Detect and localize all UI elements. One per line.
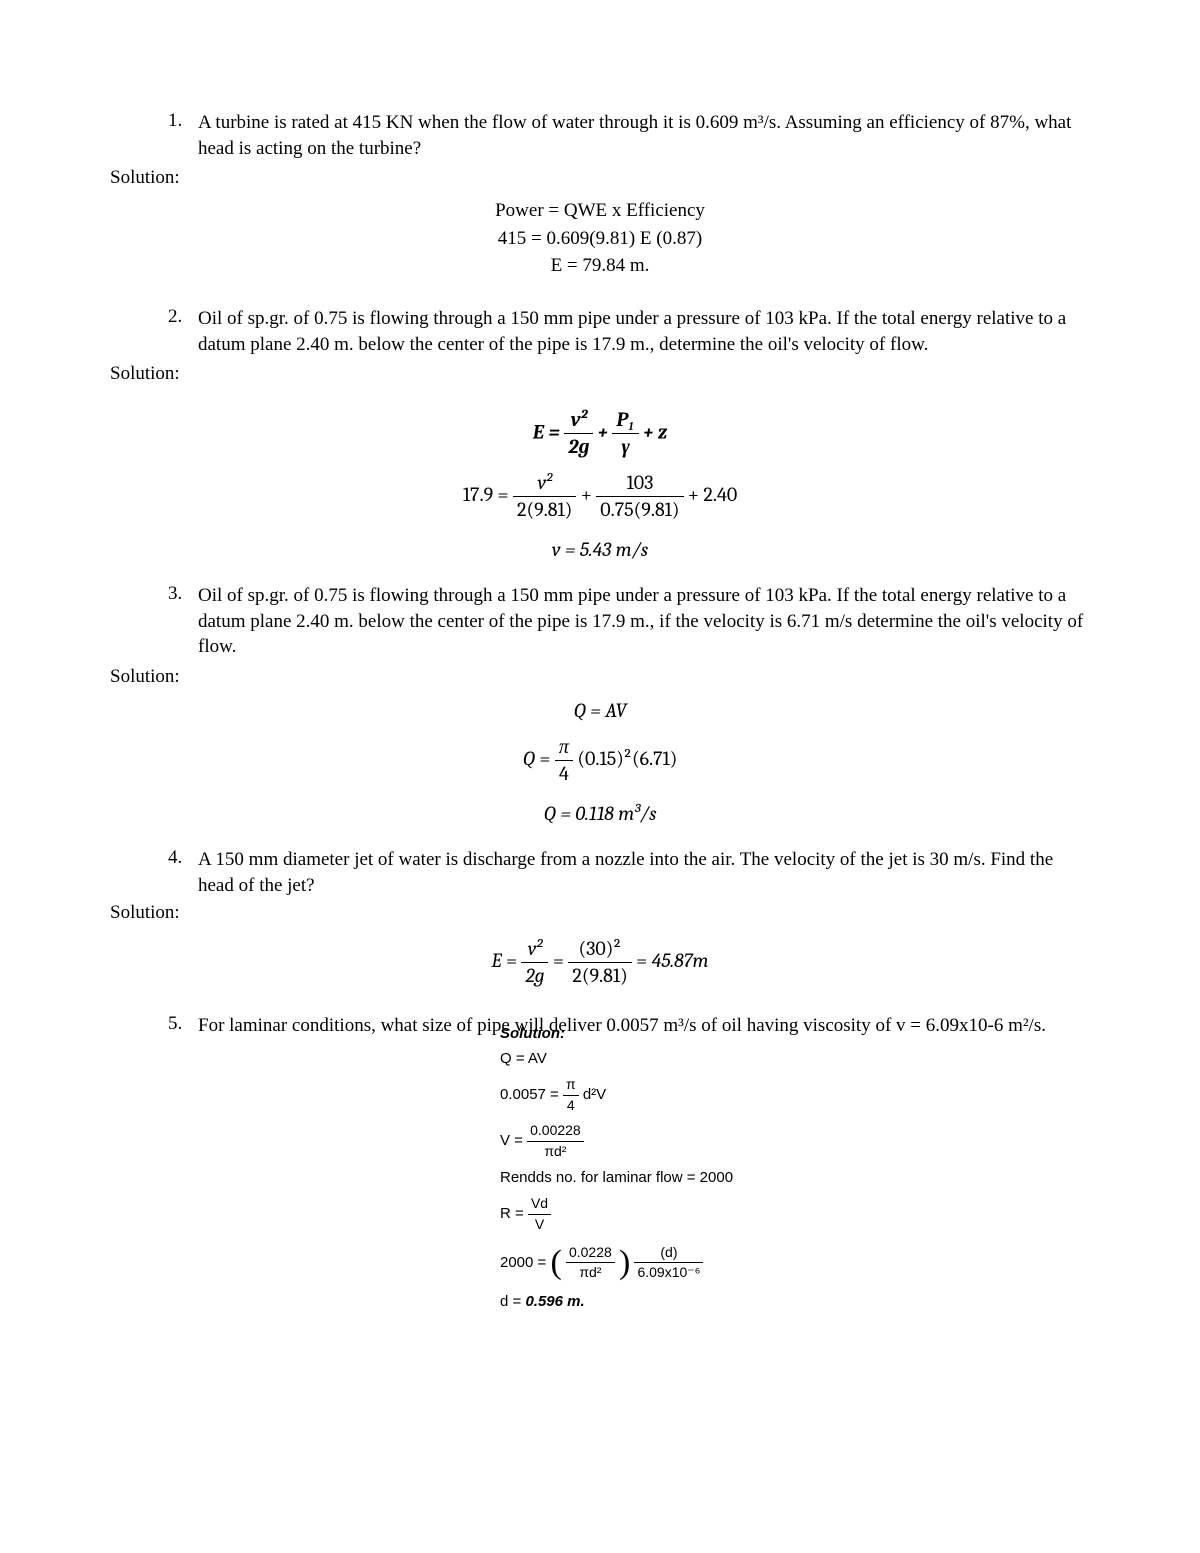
lhs: V = <box>500 1132 527 1149</box>
equation-line: 2000 = ( 0.0228 πd² ) (d) 6.09x10⁻⁶ <box>500 1243 1090 1283</box>
denominator: 4 <box>563 1095 579 1116</box>
numerator: 0.0228 <box>566 1243 615 1263</box>
equation-result: v = 5.43 m/s <box>110 537 1090 563</box>
eq-lhs: E <box>533 421 544 444</box>
problem-number: 3. <box>168 583 198 605</box>
solution-label: Solution: <box>110 902 1090 924</box>
term: z <box>658 421 667 444</box>
equation-result: Q = 0.118 m³/s <box>110 801 1090 827</box>
problem-number: 1. <box>168 110 198 132</box>
denominator: 2(9.81) <box>513 496 576 523</box>
fraction: Vd V <box>528 1194 551 1234</box>
numerator: v² <box>564 407 593 433</box>
equation-line: 0.0057 = π 4 d²V <box>500 1075 1090 1115</box>
problem-number: 2. <box>168 306 198 328</box>
denominator: 4 <box>555 760 573 787</box>
fraction: (d) 6.09x10⁻⁶ <box>634 1243 703 1283</box>
equation-line: Power = QWE x Efficiency <box>110 197 1090 225</box>
equation-general: E = v² 2g + P₁ γ + z <box>110 407 1090 460</box>
paren-icon: ) <box>619 1246 630 1280</box>
numerator: (30)² <box>568 936 631 962</box>
denominator: γ <box>612 433 639 460</box>
lhs: 0.0057 = <box>500 1086 563 1103</box>
numerator: 0.00228 <box>527 1121 584 1141</box>
numerator: (d) <box>634 1243 703 1263</box>
fraction: 103 0.75(9.81) <box>596 470 683 523</box>
document-page: 1. A turbine is rated at 415 KN when the… <box>0 0 1200 1553</box>
equation-result: d = 0.596 m. <box>500 1291 1090 1312</box>
numerator: v² <box>513 470 576 496</box>
lhs: d = <box>500 1293 525 1310</box>
lhs: R = <box>500 1205 528 1222</box>
fraction: v² 2(9.81) <box>513 470 576 523</box>
solution-label: Solution: <box>110 666 1090 688</box>
denominator: V <box>528 1214 551 1235</box>
problem-1: 1. A turbine is rated at 415 KN when the… <box>110 110 1090 280</box>
numerator: π <box>555 734 573 760</box>
problem-3: 3. Oil of sp.gr. of 0.75 is flowing thro… <box>110 583 1090 827</box>
equation-line: Q = π 4 (0.15)²(6.71) <box>110 734 1090 787</box>
problem-text: A 150 mm diameter jet of water is discha… <box>198 847 1090 898</box>
denominator: 2(9.81) <box>568 962 631 989</box>
equation-line: E = v² 2g = (30)² 2(9.81) = 45.87m <box>110 936 1090 989</box>
problem-4: 4. A 150 mm diameter jet of water is dis… <box>110 847 1090 989</box>
denominator: 2g <box>564 433 593 460</box>
result: 45.87m <box>652 950 709 973</box>
eq-lhs: Q <box>523 747 535 770</box>
equation-line: R = Vd V <box>500 1194 1090 1234</box>
equation-line: 415 = 0.609(9.81) E (0.87) <box>110 225 1090 253</box>
eq-lhs: E <box>491 950 501 973</box>
numerator: π <box>563 1075 579 1095</box>
term: (0.15)²(6.71) <box>577 747 677 770</box>
equation-line: Rendds no. for laminar flow = 2000 <box>500 1167 1090 1188</box>
problem-text: Oil of sp.gr. of 0.75 is flowing through… <box>198 306 1090 357</box>
fraction: 0.0228 πd² <box>566 1243 615 1283</box>
fraction: π 4 <box>555 734 573 787</box>
fraction: v² 2g <box>564 407 593 460</box>
fraction: (30)² 2(9.81) <box>568 936 631 989</box>
equation-line: Q = AV <box>110 698 1090 724</box>
problem-4-row: 4. A 150 mm diameter jet of water is dis… <box>168 847 1090 898</box>
solution-body-5: Solution: Q = AV 0.0057 = π 4 d²V V = 0.… <box>500 1023 1090 1312</box>
numerator: P₁ <box>612 407 639 433</box>
problem-5: 5. For laminar conditions, what size of … <box>110 1013 1090 1311</box>
solution-label: Solution: <box>110 167 1090 189</box>
numerator: v² <box>521 936 548 962</box>
fraction: P₁ γ <box>612 407 639 460</box>
paren-icon: ( <box>550 1246 561 1280</box>
denominator: πd² <box>527 1141 584 1162</box>
equation-line: Q = AV <box>500 1048 1090 1069</box>
problem-text: A turbine is rated at 415 KN when the fl… <box>198 110 1090 161</box>
problem-text: Oil of sp.gr. of 0.75 is flowing through… <box>198 583 1090 660</box>
fraction: 0.00228 πd² <box>527 1121 584 1161</box>
denominator: 0.75(9.81) <box>596 496 683 523</box>
solution-label: Solution: <box>110 363 1090 385</box>
problem-1-row: 1. A turbine is rated at 415 KN when the… <box>168 110 1090 161</box>
equation-line: V = 0.00228 πd² <box>500 1121 1090 1161</box>
tail: d²V <box>583 1086 606 1103</box>
eq-lhs: 17.9 <box>463 483 493 506</box>
problem-3-row: 3. Oil of sp.gr. of 0.75 is flowing thro… <box>168 583 1090 660</box>
equation-substituted: 17.9 = v² 2(9.81) + 103 0.75(9.81) + 2.4… <box>110 470 1090 523</box>
denominator: 2g <box>521 962 548 989</box>
solution-body: Power = QWE x Efficiency 415 = 0.609(9.8… <box>110 197 1090 280</box>
problem-5-q: 5. For laminar conditions, what size of … <box>168 1013 1090 1039</box>
equation-line: E = 79.84 m. <box>110 252 1090 280</box>
fraction: π 4 <box>563 1075 579 1115</box>
numerator: 103 <box>596 470 683 496</box>
problem-number: 5. <box>168 1013 198 1035</box>
denominator: 6.09x10⁻⁶ <box>634 1262 703 1283</box>
problem-2: 2. Oil of sp.gr. of 0.75 is flowing thro… <box>110 306 1090 563</box>
numerator: Vd <box>528 1194 551 1214</box>
problem-number: 4. <box>168 847 198 869</box>
answer: 0.596 m. <box>525 1293 584 1310</box>
problem-text: For laminar conditions, what size of pip… <box>198 1013 1046 1039</box>
lhs: 2000 = <box>500 1254 550 1271</box>
term: 2.40 <box>703 483 737 506</box>
problem-2-row: 2. Oil of sp.gr. of 0.75 is flowing thro… <box>168 306 1090 357</box>
fraction: v² 2g <box>521 936 548 989</box>
denominator: πd² <box>566 1262 615 1283</box>
problem-5-row: 5. For laminar conditions, what size of … <box>110 1013 1090 1045</box>
